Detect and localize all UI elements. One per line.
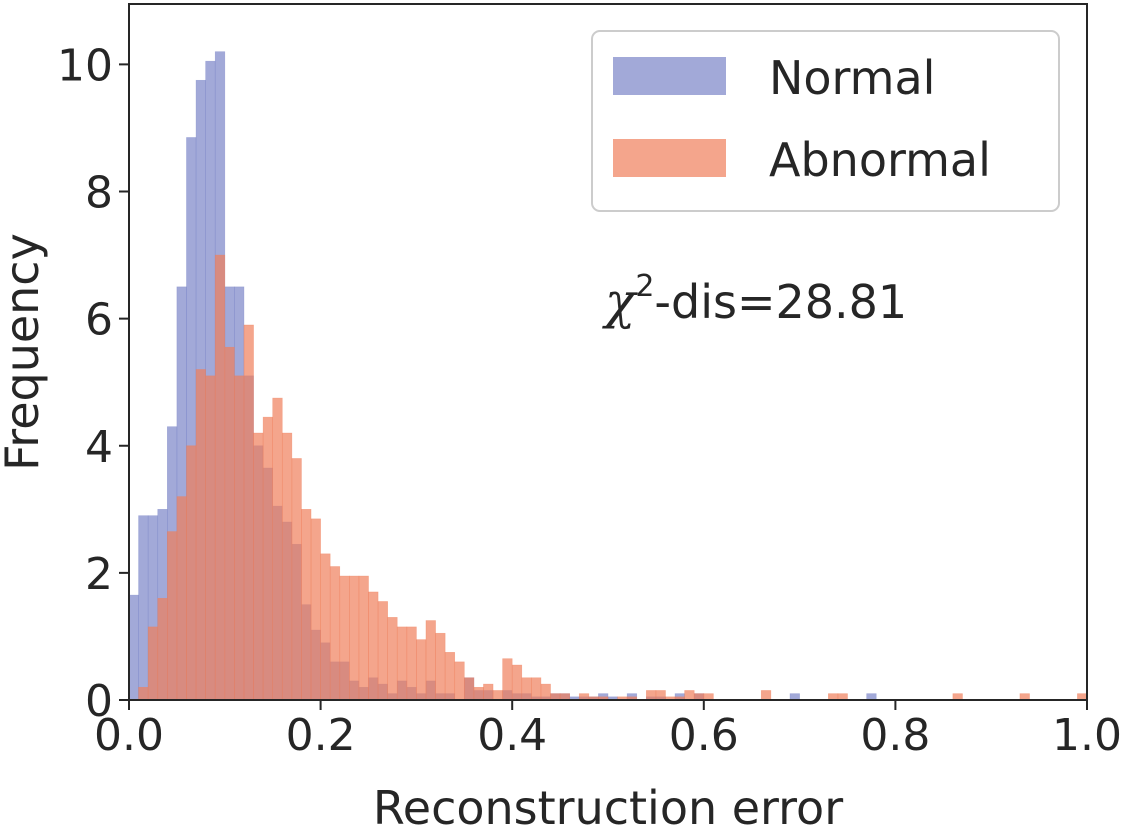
abnormal-bar [444,652,456,701]
y-tick-label: 4 [85,422,113,473]
abnormal-bar [511,664,523,701]
abnormal-bar [406,626,417,701]
normal-bar [138,515,149,701]
abnormal-bar [760,690,772,701]
chi-square-annotation: χ2-dis=28.81 [602,269,907,330]
y-axis-ticks: 0 2 4 6 8 10 [57,40,129,727]
legend-swatch-abnormal [613,139,726,177]
x-axis-label: Reconstruction error [373,781,843,835]
abnormal-bar [377,601,388,701]
abnormal-bar [521,677,532,701]
abnormal-bar [483,683,494,701]
legend-swatch-normal [613,57,726,95]
abnormal-bar [540,683,551,701]
x-tick-label: 0.0 [94,710,164,761]
abnormal-bar [214,254,226,701]
x-tick-label: 0.8 [860,710,930,761]
abnormal-bar [320,553,331,701]
abnormal-bar [157,597,168,701]
abnormal-bar [205,375,216,701]
abnormal-bar [463,677,475,701]
abnormal-bar [473,686,484,701]
y-tick-label: 0 [85,676,113,727]
abnormal-bar [262,416,273,701]
chi-distance-value: -dis=28.81 [654,275,907,329]
abnormal-bar [387,617,398,701]
abnormal-bar [684,690,695,701]
abnormal-bar [281,432,293,701]
legend: Normal Abnormal [591,30,1060,212]
x-axis-ticks: 0.0 0.2 0.4 0.6 0.8 1.0 [94,700,1122,761]
abnormal-bar [291,458,302,701]
abnormal-bar [329,566,341,701]
x-tick-label: 0.4 [477,710,547,761]
abnormal-bar [167,531,178,701]
y-tick-label: 6 [85,295,113,346]
legend-label-normal: Normal [769,51,935,105]
y-axis-label: Frequency [0,233,49,471]
abnormal-bar [253,432,264,701]
abnormal-bar [492,690,503,701]
abnormal-bar [339,575,350,701]
y-tick-label: 2 [85,549,113,600]
plot-frame [128,3,1088,701]
abnormal-bar [531,677,542,701]
abnormal-bar [435,632,446,701]
abnormal-bar [243,324,254,701]
abnormal-bar [272,397,283,701]
chi-superscript: 2 [635,269,654,304]
abnormal-bar [195,369,206,701]
abnormal-bar [502,658,513,701]
abnormal-bar [416,639,427,701]
abnormal-bar [224,346,235,701]
abnormal-bar [186,445,197,701]
x-tick-label: 0.2 [286,710,356,761]
y-tick-label: 8 [85,168,113,219]
abnormal-bar [234,375,245,701]
abnormal-bar [655,690,666,701]
abnormal-bar [396,626,408,701]
abnormal-bar [301,509,312,701]
x-tick-label: 0.6 [669,710,739,761]
legend-label-abnormal: Abnormal [769,133,991,187]
abnormal-bar [138,686,149,701]
abnormal-bar [310,518,321,701]
x-tick-label: 1.0 [1052,710,1122,761]
abnormal-bar [176,496,187,701]
abnormal-bar [454,661,465,701]
normal-bar [128,594,139,701]
y-tick-label: 10 [57,40,113,91]
abnormal-bar [349,575,360,701]
abnormal-bar [368,591,379,701]
abnormal-bar [147,626,159,701]
abnormal-bar [358,575,369,701]
chi-symbol: χ [602,272,638,330]
abnormal-bar [425,620,436,701]
abnormal-bar [646,690,657,701]
